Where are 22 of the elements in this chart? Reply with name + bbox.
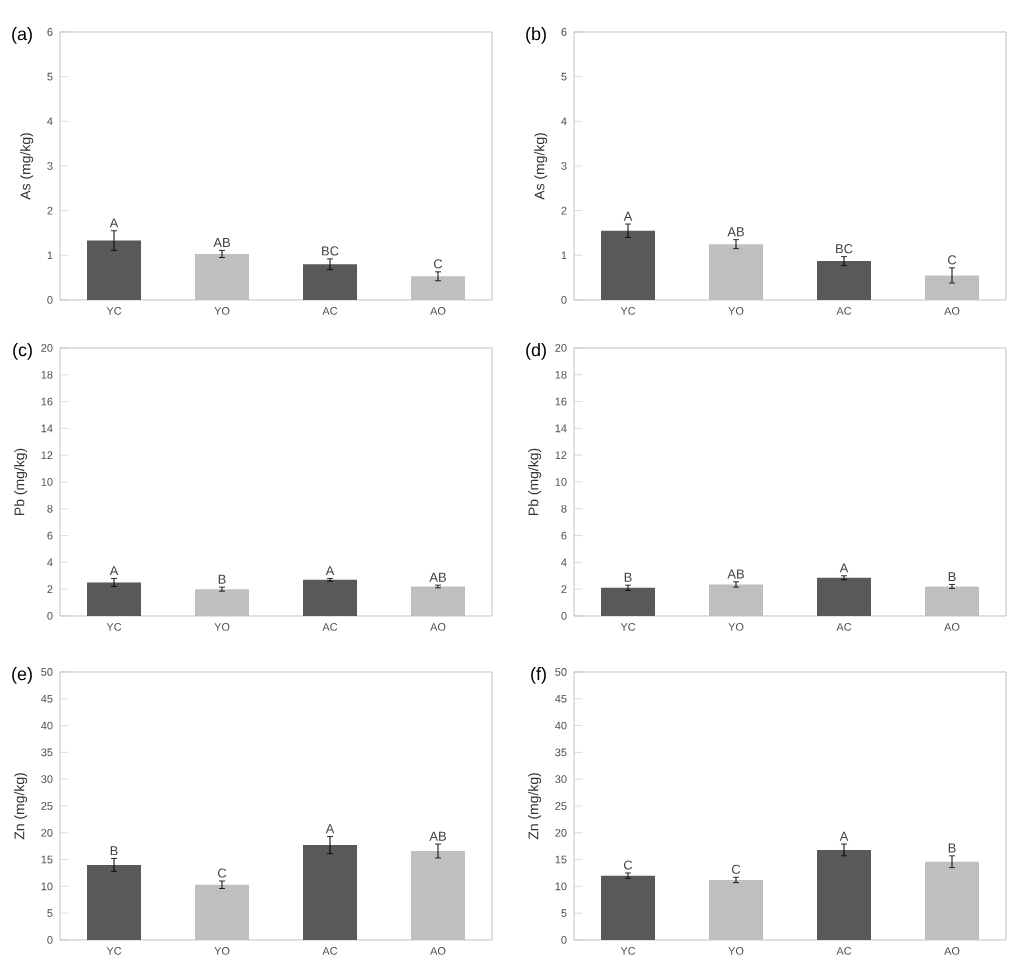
bar [87,240,142,300]
bar [411,276,466,300]
bar [601,875,656,940]
chart-title: (a) [12,27,32,44]
bar [87,864,142,940]
chart-title: (b) [526,27,546,44]
chart-title: (c) [13,343,32,360]
bar [709,244,764,300]
bar [303,845,358,940]
bar [411,851,466,940]
bar [817,849,872,940]
bar [817,261,872,300]
bar [925,275,980,300]
bar [195,884,250,940]
bar [709,879,764,940]
bar [195,253,250,300]
bar [303,264,358,300]
bar [925,861,980,940]
bar [601,230,656,300]
chart-title: (e) [12,667,32,684]
chart-title: (f) [531,667,546,684]
chart-title: (d) [526,343,546,360]
